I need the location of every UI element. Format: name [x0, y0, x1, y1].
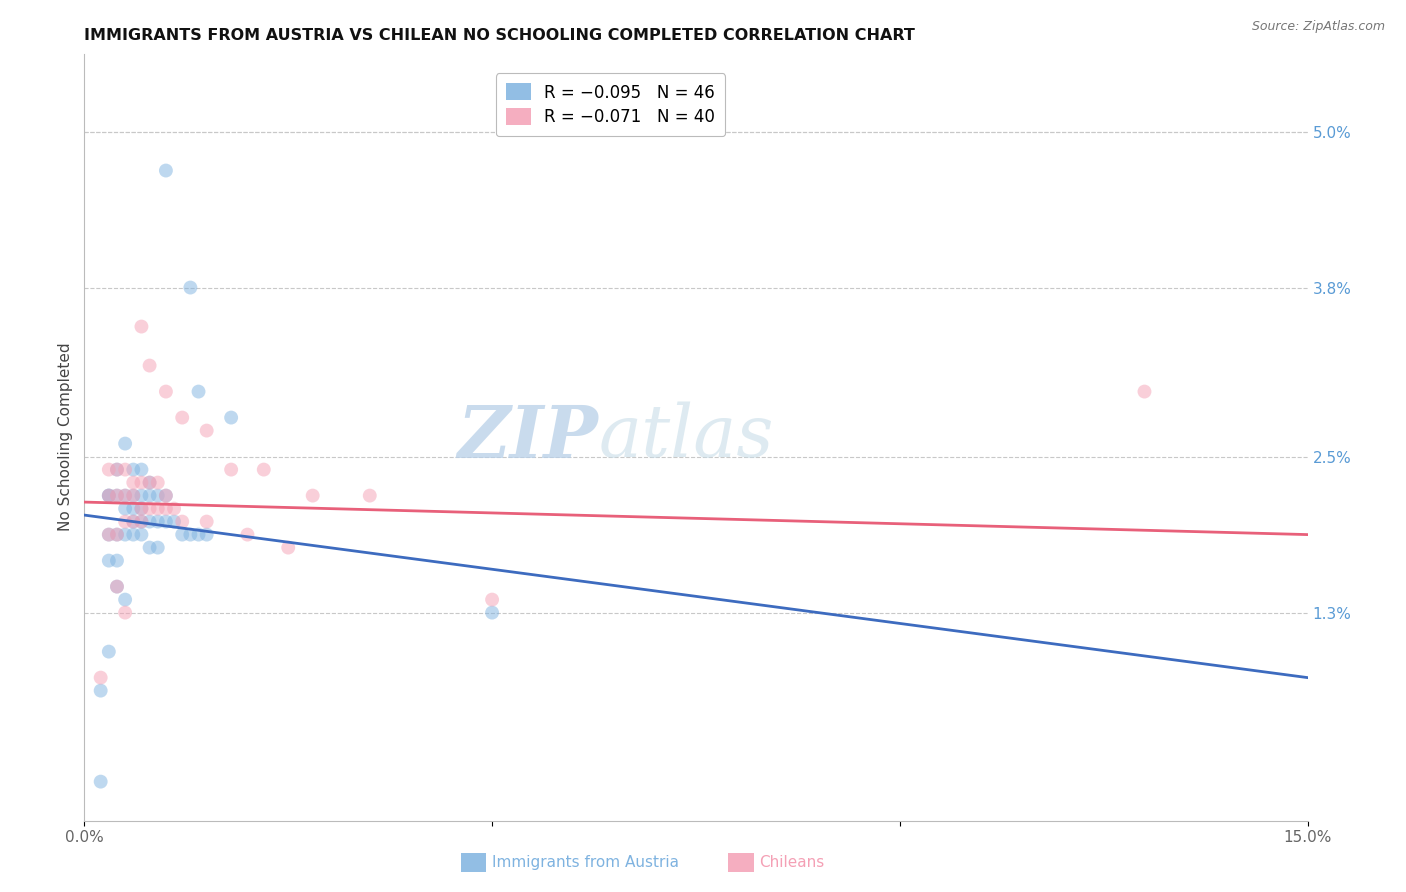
Text: atlas: atlas — [598, 401, 773, 473]
Point — [97, 553, 120, 567]
Point — [163, 501, 186, 516]
Point — [138, 541, 160, 555]
Point — [236, 527, 259, 541]
Point — [131, 501, 153, 516]
Point — [146, 501, 169, 516]
Point — [122, 489, 145, 503]
Point — [114, 489, 136, 503]
Point — [90, 774, 112, 789]
Point — [114, 436, 136, 450]
Point — [90, 671, 112, 685]
Point — [105, 489, 128, 503]
Point — [163, 515, 186, 529]
Point — [179, 280, 201, 294]
Point — [122, 501, 145, 516]
Point — [219, 462, 242, 476]
Point — [114, 515, 136, 529]
Point — [105, 553, 128, 567]
Point — [481, 592, 503, 607]
Point — [105, 527, 128, 541]
Point — [105, 462, 128, 476]
Point — [105, 527, 128, 541]
Point — [155, 489, 177, 503]
Point — [114, 489, 136, 503]
Point — [481, 606, 503, 620]
Point — [97, 489, 120, 503]
Point — [131, 475, 153, 490]
Point — [97, 527, 120, 541]
Point — [195, 424, 218, 438]
Point — [105, 580, 128, 594]
Point — [138, 489, 160, 503]
Text: Chileans: Chileans — [759, 855, 824, 870]
Point — [131, 515, 153, 529]
Point — [105, 462, 128, 476]
Point — [155, 384, 177, 399]
Point — [97, 527, 120, 541]
Point — [90, 683, 112, 698]
Point — [131, 527, 153, 541]
Point — [122, 527, 145, 541]
Point — [277, 541, 299, 555]
Point — [114, 462, 136, 476]
Point — [146, 475, 169, 490]
Point — [114, 527, 136, 541]
Point — [138, 475, 160, 490]
Point — [131, 489, 153, 503]
Point — [97, 645, 120, 659]
Point — [195, 515, 218, 529]
Point — [172, 527, 194, 541]
Text: Source: ZipAtlas.com: Source: ZipAtlas.com — [1251, 20, 1385, 33]
Point — [105, 489, 128, 503]
Point — [155, 489, 177, 503]
Point — [195, 527, 218, 541]
Point — [97, 462, 120, 476]
Point — [301, 489, 323, 503]
Point — [122, 515, 145, 529]
Point — [187, 384, 209, 399]
Point — [131, 501, 153, 516]
Point — [105, 580, 128, 594]
Point — [138, 475, 160, 490]
Point — [122, 462, 145, 476]
Point — [122, 475, 145, 490]
Point — [359, 489, 381, 503]
Text: ZIP: ZIP — [457, 401, 598, 473]
Point — [155, 163, 177, 178]
Point — [131, 319, 153, 334]
Point — [146, 541, 169, 555]
Bar — [728, 853, 754, 872]
Point — [97, 489, 120, 503]
Point — [122, 489, 145, 503]
Point — [253, 462, 276, 476]
Legend: R = −0.095   N = 46, R = −0.071   N = 40: R = −0.095 N = 46, R = −0.071 N = 40 — [496, 73, 725, 136]
Point — [131, 515, 153, 529]
Point — [138, 515, 160, 529]
Point — [138, 501, 160, 516]
Point — [114, 501, 136, 516]
Point — [1133, 384, 1156, 399]
Text: IMMIGRANTS FROM AUSTRIA VS CHILEAN NO SCHOOLING COMPLETED CORRELATION CHART: IMMIGRANTS FROM AUSTRIA VS CHILEAN NO SC… — [84, 28, 915, 43]
Point — [172, 410, 194, 425]
Point — [146, 515, 169, 529]
Point — [179, 527, 201, 541]
Point — [187, 527, 209, 541]
Y-axis label: No Schooling Completed: No Schooling Completed — [58, 343, 73, 532]
Point — [172, 515, 194, 529]
Point — [138, 359, 160, 373]
Point — [146, 489, 169, 503]
Point — [122, 515, 145, 529]
Point — [155, 515, 177, 529]
Point — [219, 410, 242, 425]
Point — [155, 501, 177, 516]
Bar — [461, 853, 486, 872]
Point — [114, 606, 136, 620]
Point — [114, 592, 136, 607]
Point — [97, 489, 120, 503]
Point — [131, 462, 153, 476]
Text: Immigrants from Austria: Immigrants from Austria — [492, 855, 679, 870]
